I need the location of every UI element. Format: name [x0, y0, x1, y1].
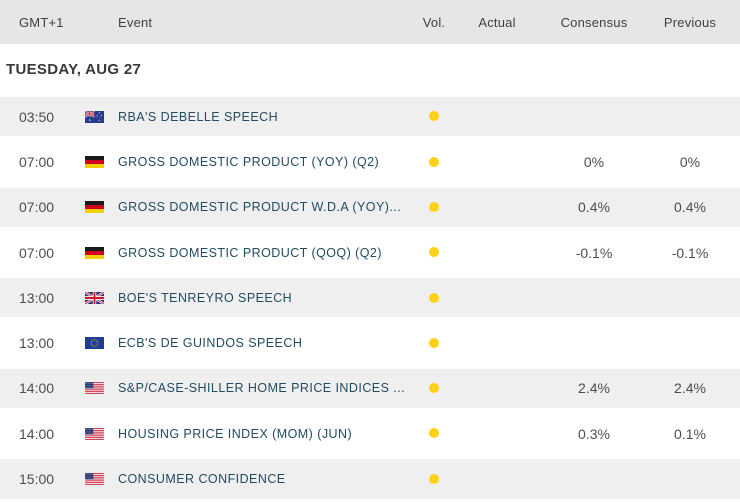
event-time: 14:00: [19, 380, 55, 397]
event-name: CONSUMER CONFIDENCE: [118, 472, 286, 487]
event-time: 07:00: [19, 153, 55, 170]
date-band: TUESDAY, AUG 27: [0, 44, 740, 94]
volatility-dot-icon: [429, 247, 439, 258]
event-name: HOUSING PRICE INDEX (MOM) (JUN): [118, 426, 353, 441]
volatility-dot-icon: [429, 473, 439, 484]
flag-us-icon: [85, 382, 104, 394]
date-header: TUESDAY, AUG 27: [6, 60, 142, 78]
event-row[interactable]: 15:00 CONSUMER CONFIDENCE: [0, 456, 740, 502]
consensus-value: 0.3%: [578, 425, 610, 442]
flag-uk-icon: [85, 292, 104, 304]
consensus-value: -0.1%: [575, 244, 613, 261]
flag-us-icon: [85, 428, 104, 440]
volatility-dot-icon: [429, 111, 439, 122]
previous-value: 0.4%: [674, 199, 706, 216]
event-row[interactable]: 13:00 ECB'S DE GUINDOS SPEECH: [0, 320, 740, 366]
event-name: S&P/CASE-SHILLER HOME PRICE INDICES ...: [118, 381, 406, 396]
event-name: GROSS DOMESTIC PRODUCT (QOQ) (Q2): [118, 245, 382, 260]
column-header-volatility: Vol.: [422, 14, 446, 30]
event-name: ECB'S DE GUINDOS SPEECH: [118, 336, 303, 351]
event-name: RBA'S DEBELLE SPEECH: [118, 109, 279, 124]
consensus-value: 2.4%: [578, 380, 610, 397]
column-header-previous: Previous: [663, 14, 717, 30]
event-name: GROSS DOMESTIC PRODUCT (YOY) (Q2): [118, 154, 380, 169]
flag-germany-icon: [85, 201, 104, 213]
column-header-consensus: Consensus: [560, 14, 628, 30]
event-row[interactable]: 14:00 S&P/CASE-SHILLER HOME PRICE INDICE…: [0, 365, 740, 412]
volatility-dot-icon: [429, 156, 439, 167]
flag-eu-icon: [85, 337, 104, 349]
previous-value: -0.1%: [671, 244, 709, 261]
volatility-dot-icon: [429, 428, 439, 439]
event-time: 07:00: [19, 244, 55, 261]
event-time: 14:00: [19, 425, 55, 442]
previous-value: 0%: [679, 153, 701, 170]
event-time: 13:00: [19, 289, 55, 306]
event-row[interactable]: 03:50 RBA'S DEBELLE SPEECH: [0, 94, 740, 140]
column-header-event: Event: [118, 14, 153, 30]
event-time: 15:00: [19, 471, 55, 488]
event-time: 13:00: [19, 335, 55, 352]
event-name: BOE'S TENREYRO SPEECH: [118, 290, 293, 305]
volatility-dot-icon: [429, 202, 439, 212]
event-name: GROSS DOMESTIC PRODUCT W.D.A (YOY)...: [118, 200, 402, 215]
event-row[interactable]: 07:00 GROSS DOMESTIC PRODUCT W.D.A (YOY)…: [0, 184, 740, 230]
event-time: 03:50: [19, 108, 55, 125]
event-row[interactable]: 14:00 HOUSING PRICE INDEX (MOM) (JUN) 0.…: [0, 411, 740, 457]
flag-germany-icon: [85, 156, 104, 168]
event-row[interactable]: 07:00 GROSS DOMESTIC PRODUCT (QOQ) (Q2) …: [0, 229, 740, 276]
consensus-value: 0.4%: [578, 199, 610, 216]
flag-germany-icon: [85, 247, 104, 259]
column-header-actual: Actual: [478, 14, 516, 30]
event-time: 07:00: [19, 199, 55, 216]
volatility-dot-icon: [429, 337, 439, 348]
volatility-dot-icon: [429, 292, 439, 303]
event-row[interactable]: 13:00 BOE'S TENREYRO SPEECH: [0, 275, 740, 321]
event-row[interactable]: 07:00 GROSS DOMESTIC PRODUCT (YOY) (Q2) …: [0, 139, 740, 185]
consensus-value: 0%: [583, 153, 605, 170]
flag-australia-icon: [85, 111, 104, 123]
volatility-dot-icon: [429, 383, 439, 394]
flag-us-icon: [85, 473, 104, 485]
timezone-selector[interactable]: GMT+1: [19, 14, 64, 30]
table-header: GMT+1 Event Vol. Actual Consensus Previo…: [0, 0, 740, 44]
previous-value: 2.4%: [674, 380, 706, 397]
previous-value: 0.1%: [674, 425, 706, 442]
